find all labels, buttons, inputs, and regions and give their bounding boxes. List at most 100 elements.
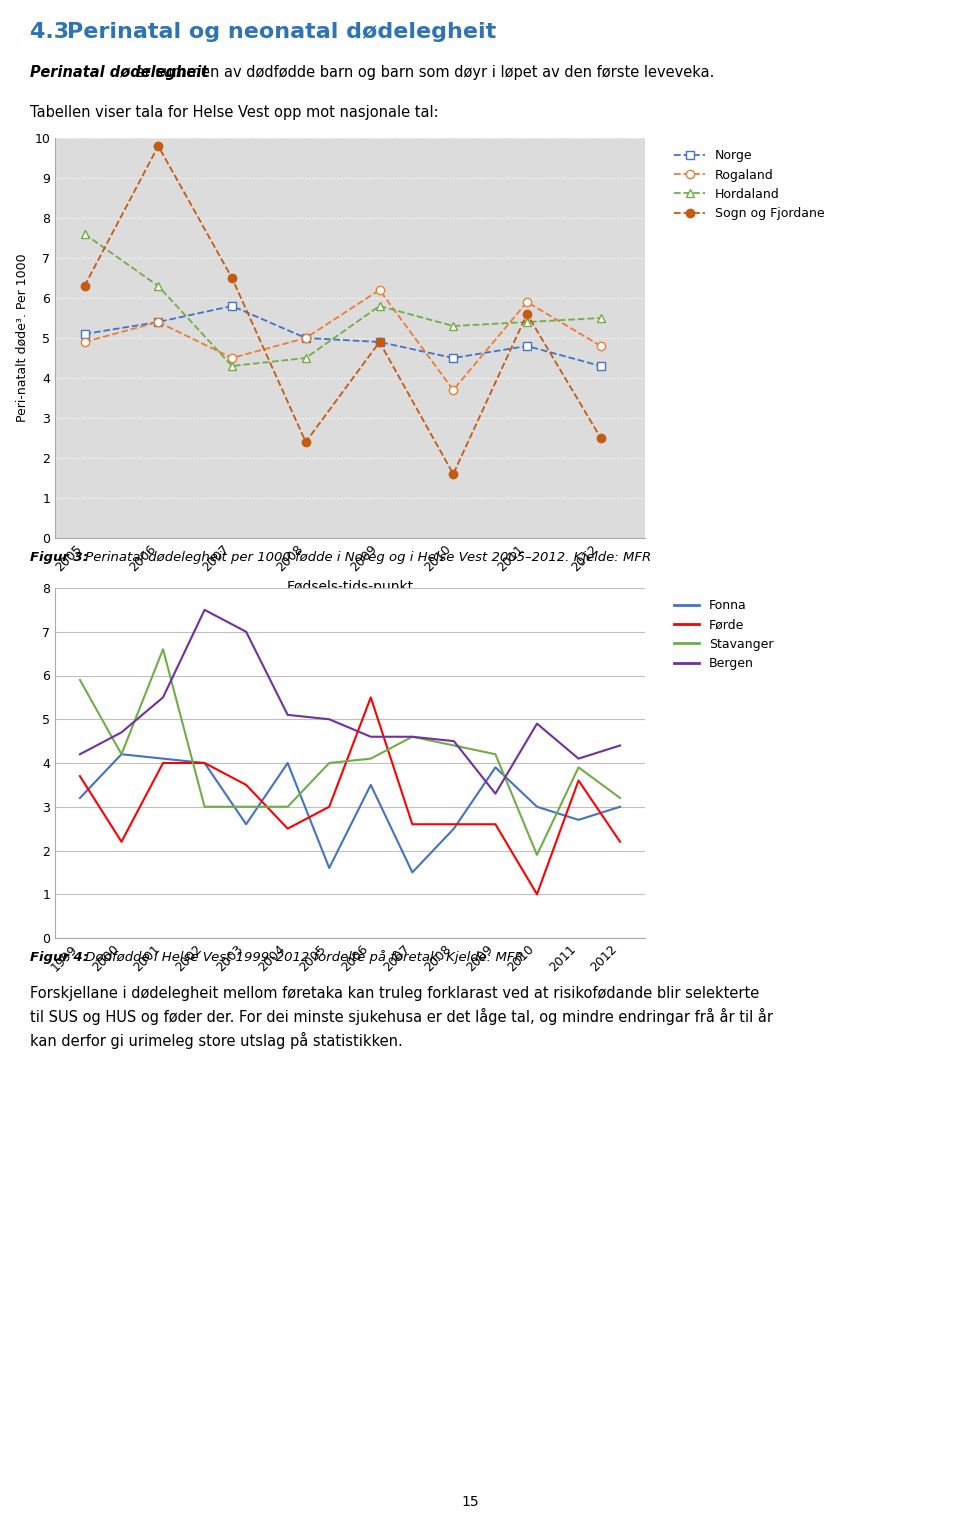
Norge	[153, 313, 164, 332]
Norge	[447, 348, 459, 367]
Sogn og Fjordane	[300, 433, 311, 452]
Line: Fonna: Fonna	[80, 754, 620, 873]
Fonna	[199, 754, 210, 773]
Text: Dødfødde i Helse Vest 1999–2012 fordelte på føretak. Kjelde: MFR: Dødfødde i Helse Vest 1999–2012 fordelte…	[81, 951, 524, 964]
Bergen	[490, 785, 501, 803]
Førde	[282, 820, 294, 838]
Hordaland	[595, 309, 607, 327]
Rogaland	[153, 313, 164, 332]
Førde	[573, 771, 585, 789]
Rogaland	[79, 333, 90, 351]
Førde	[614, 832, 626, 850]
X-axis label: Fødsels-tids-punkt: Fødsels-tids-punkt	[286, 580, 414, 595]
Fonna	[116, 745, 128, 764]
Fonna	[614, 797, 626, 815]
Norge	[300, 329, 311, 347]
Stavanger	[116, 745, 128, 764]
Fonna	[74, 789, 85, 808]
Sogn og Fjordane	[227, 269, 238, 287]
Fonna	[324, 859, 335, 878]
Bergen	[74, 745, 85, 764]
Førde	[240, 776, 252, 794]
Bergen	[531, 715, 542, 733]
Førde	[407, 815, 419, 834]
Stavanger	[240, 797, 252, 815]
Stavanger	[365, 750, 376, 768]
Stavanger	[157, 640, 169, 659]
Bergen	[240, 622, 252, 640]
Bergen	[448, 732, 460, 750]
Fonna	[490, 759, 501, 777]
Bergen	[116, 724, 128, 742]
Stavanger	[74, 671, 85, 689]
Bergen	[407, 727, 419, 745]
Line: Norge: Norge	[81, 301, 605, 370]
Bergen	[614, 736, 626, 754]
Bergen	[282, 706, 294, 724]
Stavanger	[614, 789, 626, 808]
Stavanger	[448, 736, 460, 754]
Hordaland	[447, 316, 459, 335]
Stavanger	[282, 797, 294, 815]
Fonna	[573, 811, 585, 829]
Førde	[531, 885, 542, 903]
Stavanger	[531, 846, 542, 864]
Førde	[74, 767, 85, 785]
Rogaland	[227, 348, 238, 367]
Sogn og Fjordane	[595, 429, 607, 447]
Rogaland	[373, 281, 385, 300]
Stavanger	[324, 754, 335, 773]
Norge	[595, 357, 607, 376]
Norge	[373, 333, 385, 351]
Text: Figur 4:: Figur 4:	[30, 951, 88, 963]
Bergen	[157, 687, 169, 706]
Text: Figur 3:: Figur 3:	[30, 551, 88, 563]
Fonna	[407, 864, 419, 882]
Line: Rogaland: Rogaland	[81, 286, 605, 394]
Text: Perinatal dødelegheit: Perinatal dødelegheit	[30, 64, 208, 79]
Hordaland	[153, 277, 164, 295]
Førde	[324, 797, 335, 815]
Bergen	[199, 601, 210, 619]
Text: 4.3: 4.3	[30, 21, 92, 43]
Stavanger	[490, 745, 501, 764]
Sogn og Fjordane	[521, 304, 533, 322]
Line: Hordaland: Hordaland	[81, 230, 605, 370]
Hordaland	[521, 313, 533, 332]
Stavanger	[573, 759, 585, 777]
Y-axis label: Peri-natalt døde³. Per 1000: Peri-natalt døde³. Per 1000	[15, 254, 29, 423]
Rogaland	[521, 294, 533, 312]
Legend: Fonna, Førde, Stavanger, Bergen: Fonna, Førde, Stavanger, Bergen	[669, 595, 779, 675]
Fonna	[365, 776, 376, 794]
Førde	[365, 687, 376, 706]
Norge	[521, 336, 533, 354]
Førde	[490, 815, 501, 834]
Bergen	[365, 727, 376, 745]
Norge	[227, 297, 238, 315]
Hordaland	[300, 348, 311, 367]
Sogn og Fjordane	[373, 333, 385, 351]
Text: Perinatal dødelegheit per 1000 fødde i Noreg og i Helse Vest 2005–2012. Kjelde: : Perinatal dødelegheit per 1000 fødde i N…	[81, 551, 651, 563]
Førde	[116, 832, 128, 850]
Hordaland	[79, 225, 90, 243]
Stavanger	[199, 797, 210, 815]
Sogn og Fjordane	[447, 465, 459, 484]
Fonna	[448, 820, 460, 838]
Legend: Norge, Rogaland, Hordaland, Sogn og Fjordane: Norge, Rogaland, Hordaland, Sogn og Fjor…	[669, 144, 829, 225]
Line: Stavanger: Stavanger	[80, 649, 620, 855]
Rogaland	[300, 329, 311, 347]
Sogn og Fjordane	[79, 277, 90, 295]
Førde	[199, 754, 210, 773]
Bergen	[324, 710, 335, 729]
Fonna	[282, 754, 294, 773]
Stavanger	[407, 727, 419, 745]
Sogn og Fjordane	[153, 137, 164, 155]
Text: 15: 15	[461, 1495, 479, 1509]
Line: Sogn og Fjordane: Sogn og Fjordane	[81, 141, 605, 478]
Text: Tabellen viser tala for Helse Vest opp mot nasjonale tal:: Tabellen viser tala for Helse Vest opp m…	[30, 105, 439, 120]
Norge	[79, 325, 90, 344]
Line: Bergen: Bergen	[80, 610, 620, 794]
Førde	[448, 815, 460, 834]
Førde	[157, 754, 169, 773]
Bergen	[573, 750, 585, 768]
